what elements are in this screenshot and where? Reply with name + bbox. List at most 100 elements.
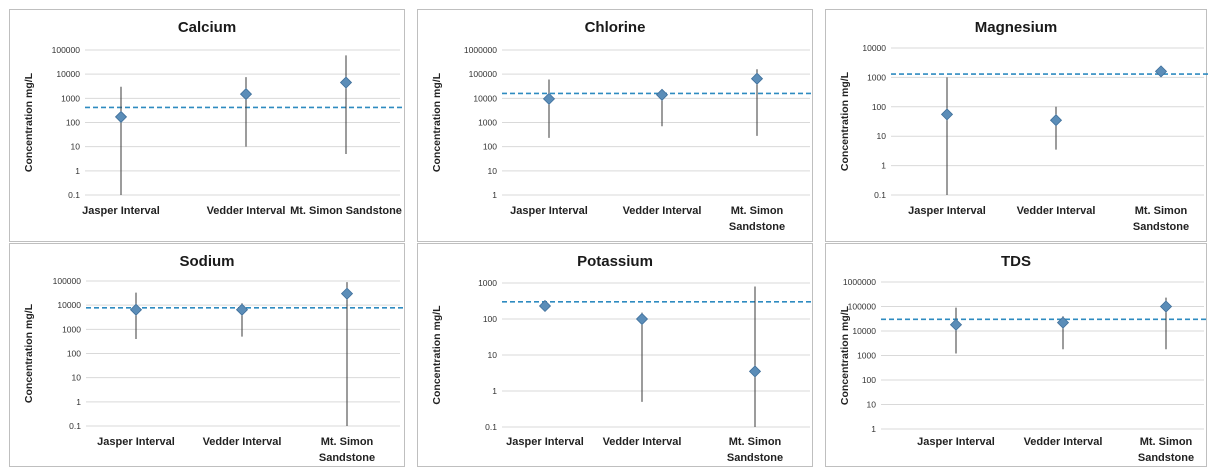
x-category-label: Vedder Interval [1024, 436, 1103, 448]
y-tick-label: 10 [72, 373, 82, 383]
y-tick-label: 1000 [62, 324, 81, 334]
chart-title: Chlorine [584, 19, 646, 36]
x-category-label: Jasper Interval [510, 205, 588, 217]
x-category-label-line2: Sandstone [1138, 452, 1194, 464]
y-tick-label: 0.1 [485, 422, 497, 432]
chart-title: Potassium [577, 253, 653, 270]
x-category-label: Mt. Simon [731, 205, 784, 217]
x-category-label: Vedder Interval [1017, 205, 1096, 217]
y-tick-label: 1 [76, 397, 81, 407]
y-tick-label: 0.1 [68, 190, 80, 200]
chlorine-chart-panel: Chlorine 1 10 100 1000 10000 100000 1000000 Con… [417, 9, 814, 242]
y-axis-label: Concentration mg/L [431, 72, 443, 172]
data-point-marker [750, 72, 764, 85]
x-category-label: Vedder Interval [623, 205, 702, 217]
x-category-label: Mt. Simon [729, 436, 782, 448]
data-point-marker [339, 76, 353, 89]
chart-title: TDS [1001, 253, 1031, 270]
x-category-label: Jasper Interval [506, 436, 584, 448]
data-point-marker [1159, 300, 1173, 313]
y-tick-label: 1000000 [843, 277, 876, 287]
y-tick-label: 1000 [478, 278, 497, 288]
y-tick-label: 100 [483, 314, 497, 324]
data-point-marker [235, 303, 249, 316]
y-tick-label: 10 [488, 350, 498, 360]
y-tick-label: 10000 [473, 93, 497, 103]
y-tick-label: 10 [488, 166, 498, 176]
y-tick-label: 100 [862, 375, 876, 385]
data-point-marker [1154, 65, 1168, 78]
data-point-marker [949, 318, 963, 331]
calcium-chart-panel: Calcium 0.1 1 10 100 1000 10000 100000 Concentr… [9, 9, 405, 242]
y-tick-label: 10000 [852, 326, 876, 336]
y-tick-label: 1000 [857, 351, 876, 361]
y-tick-label: 1000 [61, 93, 80, 103]
y-tick-label: 1000000 [464, 45, 497, 55]
x-category-label: Mt. Simon [1135, 205, 1188, 217]
sodium-chart-panel: Sodium 0.1 1 10 100 1000 10000 100000 Concentra… [9, 243, 405, 467]
chart-svg: 0.1 1 10 100 1000 10000 Concentration mg/L Jasp… [839, 43, 1208, 233]
y-tick-label: 100000 [469, 69, 498, 79]
y-tick-label: 10000 [56, 69, 80, 79]
x-category-label: Jasper Interval [97, 436, 175, 448]
x-category-label-line2: Sandstone [319, 452, 375, 464]
chart-title: Sodium [179, 253, 235, 270]
data-point-marker [542, 92, 556, 105]
y-axis-label: Concentration mg/L [839, 305, 851, 405]
y-axis-label: Concentration mg/L [431, 305, 443, 405]
data-point-marker [114, 110, 128, 123]
data-point-marker [239, 88, 253, 101]
data-point-marker [655, 88, 669, 101]
x-category-label-line2: Sandstone [729, 221, 785, 233]
data-point-marker [940, 108, 954, 121]
x-category-label: Vedder Interval [603, 436, 682, 448]
x-category-label: Vedder Interval [207, 205, 286, 217]
chart-svg: 0.1 1 10 100 1000 10000 100000 Concentration mg… [23, 276, 404, 464]
x-category-label: Mt. Simon Sandstone [290, 205, 402, 217]
data-point-marker [748, 365, 762, 378]
x-category-label: Jasper Interval [82, 205, 160, 217]
data-point-marker [635, 312, 649, 326]
y-tick-label: 100000 [53, 276, 82, 286]
y-tick-label: 100 [483, 142, 497, 152]
y-tick-label: 1 [492, 386, 497, 396]
x-category-label: Mt. Simon [321, 436, 374, 448]
chart-svg: 1 10 100 1000 10000 100000 1000000 Concentratio… [839, 277, 1208, 464]
y-tick-label: 10 [71, 142, 81, 152]
chart-svg: 0.1 1 10 100 1000 Concentration mg/L Jasper In… [431, 278, 814, 464]
chart-svg: 1 10 100 1000 10000 100000 1000000 Concentratio… [431, 45, 814, 233]
y-tick-label: 100 [872, 102, 886, 112]
data-point-marker [538, 299, 552, 313]
y-tick-label: 1000 [867, 72, 886, 82]
data-point-marker [340, 287, 354, 300]
y-tick-label: 10000 [862, 43, 886, 53]
data-point-marker [1056, 316, 1070, 329]
magnesium-chart-panel: Magnesium 0.1 1 10 100 1000 10000 Concentratio… [825, 9, 1208, 242]
x-category-label: Mt. Simon [1140, 436, 1193, 448]
y-tick-label: 0.1 [69, 421, 81, 431]
x-category-label: Jasper Interval [917, 436, 995, 448]
y-tick-label: 1 [871, 424, 876, 434]
y-axis-label: Concentration mg/L [23, 72, 35, 172]
y-tick-label: 1 [75, 166, 80, 176]
chart-title: Magnesium [974, 19, 1058, 36]
x-category-label-line2: Sandstone [727, 452, 783, 464]
y-tick-label: 10 [877, 131, 887, 141]
y-tick-label: 1 [881, 161, 886, 171]
data-point-marker [1049, 114, 1063, 127]
y-tick-label: 10000 [57, 300, 81, 310]
y-tick-label: 100 [67, 349, 81, 359]
x-category-label: Jasper Interval [908, 205, 986, 217]
x-category-label: Vedder Interval [203, 436, 282, 448]
y-tick-label: 100 [66, 118, 80, 128]
y-tick-label: 100000 [848, 302, 877, 312]
y-tick-label: 1000 [478, 118, 497, 128]
chart-svg: 0.1 1 10 100 1000 10000 100000 Concentration mg… [23, 45, 404, 217]
potassium-chart-panel: Potassium 0.1 1 10 100 1000 Concentration mg/… [417, 243, 814, 467]
y-tick-label: 100000 [52, 45, 81, 55]
data-point-marker [129, 303, 143, 316]
x-category-label-line2: Sandstone [1133, 221, 1189, 233]
y-tick-label: 10 [867, 400, 877, 410]
y-axis-label: Concentration mg/L [839, 71, 851, 171]
y-axis-label: Concentration mg/L [23, 303, 35, 403]
